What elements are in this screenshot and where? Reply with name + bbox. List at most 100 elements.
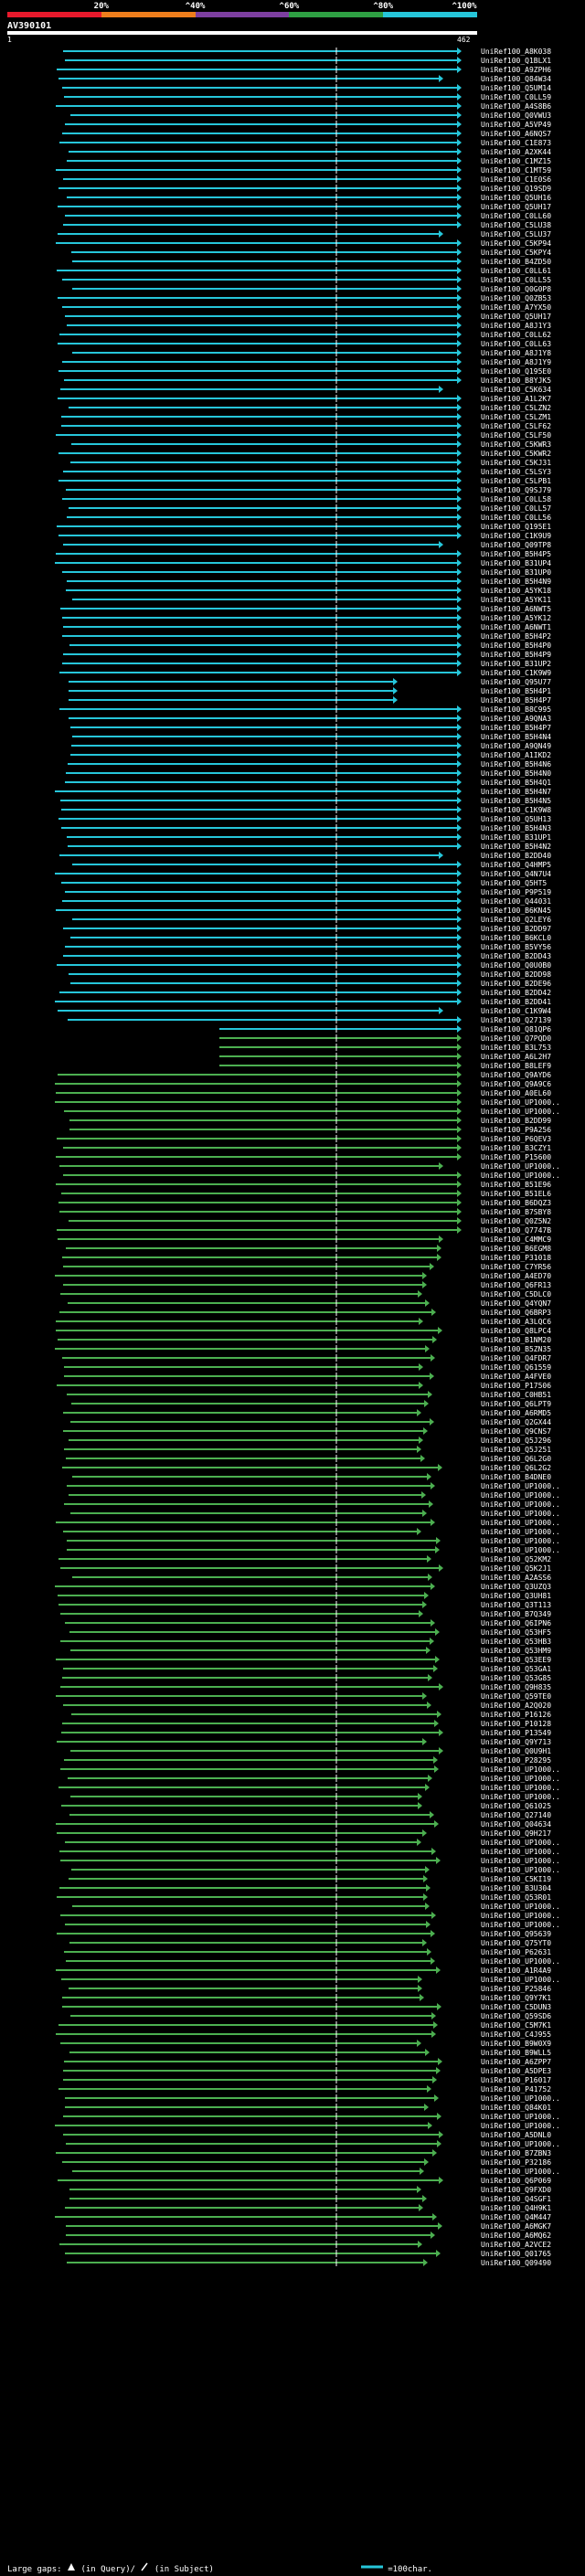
hit-label[interactable]: UniRef100_Q53HM9 xyxy=(481,1647,552,1655)
hit-label[interactable]: UniRef100_B3CZY1 xyxy=(481,1144,552,1152)
hit-label[interactable]: UniRef100_P9P519 xyxy=(481,888,552,896)
hit-label[interactable]: UniRef100_Q04634 xyxy=(481,1820,552,1829)
hit-label[interactable]: UniRef100_Q9FXD0 xyxy=(481,2186,552,2194)
hit-label[interactable]: UniRef100_A5DPE3 xyxy=(481,2067,552,2075)
hit-label[interactable]: UniRef100_UP1000.. xyxy=(481,1491,560,1500)
hit-label[interactable]: UniRef100_Q75YT0 xyxy=(481,1939,552,1947)
hit-label[interactable]: UniRef100_Q61025 xyxy=(481,1802,552,1810)
hit-label[interactable]: UniRef100_A6ZPP7 xyxy=(481,2058,552,2066)
hit-label[interactable]: UniRef100_C5DLC0 xyxy=(481,1290,552,1299)
hit-label[interactable]: UniRef100_Q9H835 xyxy=(481,1683,552,1691)
hit-label[interactable]: UniRef100_A2VCE2 xyxy=(481,2241,552,2249)
hit-label[interactable]: UniRef100_B2DE96 xyxy=(481,980,552,988)
hit-label[interactable]: UniRef100_UP1000.. xyxy=(481,1857,560,1865)
hit-label[interactable]: UniRef100_Q53GA1 xyxy=(481,1665,552,1673)
hit-label[interactable]: UniRef100_UP1000.. xyxy=(481,1500,560,1509)
hit-label[interactable]: UniRef100_UP1000.. xyxy=(481,1848,560,1856)
hit-label[interactable]: UniRef100_C5LZM1 xyxy=(481,413,552,421)
hit-label[interactable]: UniRef100_UP1000.. xyxy=(481,1957,560,1966)
hit-label[interactable]: UniRef100_A3LQC6 xyxy=(481,1318,552,1326)
hit-label[interactable]: UniRef100_Q0VWU3 xyxy=(481,111,552,120)
hit-label[interactable]: UniRef100_B5H4N9 xyxy=(481,578,552,586)
hit-label[interactable]: UniRef100_P16126 xyxy=(481,1711,552,1719)
hit-label[interactable]: UniRef100_A1R4A9 xyxy=(481,1966,552,1975)
hit-label[interactable]: UniRef100_Q9A9C6 xyxy=(481,1080,552,1088)
hit-label[interactable]: UniRef100_Q6IPN6 xyxy=(481,1619,552,1627)
hit-label[interactable]: UniRef100_Q5HT5 xyxy=(481,879,548,887)
hit-label[interactable]: UniRef100_Q6P069 xyxy=(481,2177,552,2185)
hit-label[interactable]: UniRef100_A6MGK7 xyxy=(481,2222,552,2231)
hit-label[interactable]: UniRef100_Q5J296 xyxy=(481,1436,552,1445)
hit-label[interactable]: UniRef100_UP1000.. xyxy=(481,1162,560,1171)
hit-label[interactable]: UniRef100_UP1000.. xyxy=(481,1510,560,1518)
hit-label[interactable]: UniRef100_C5LSY3 xyxy=(481,468,552,476)
hit-label[interactable]: UniRef100_B2DD42 xyxy=(481,989,552,997)
hit-label[interactable]: UniRef100_Q53EE9 xyxy=(481,1656,552,1664)
hit-label[interactable]: UniRef100_UP1000.. xyxy=(481,2094,560,2103)
hit-label[interactable]: UniRef100_Q09TP8 xyxy=(481,541,552,549)
hit-label[interactable]: UniRef100_B31UP1 xyxy=(481,833,552,842)
hit-label[interactable]: UniRef100_B1NM20 xyxy=(481,1336,552,1344)
hit-label[interactable]: UniRef100_Q6BRP3 xyxy=(481,1309,552,1317)
hit-label[interactable]: UniRef100_B5H4P1 xyxy=(481,687,552,695)
hit-label[interactable]: UniRef100_UP1000.. xyxy=(481,1921,560,1929)
hit-label[interactable]: UniRef100_UP1000.. xyxy=(481,1866,560,1874)
hit-label[interactable]: UniRef100_A9ZPH6 xyxy=(481,66,552,74)
hit-label[interactable]: UniRef100_B5H4N6 xyxy=(481,760,552,769)
hit-label[interactable]: UniRef100_C0LL62 xyxy=(481,331,552,339)
hit-label[interactable]: UniRef100_Q6LPT9 xyxy=(481,1400,552,1408)
hit-label[interactable]: UniRef100_A1L2K7 xyxy=(481,395,552,403)
hit-label[interactable]: UniRef100_A8K038 xyxy=(481,48,552,56)
hit-label[interactable]: UniRef100_UP1000.. xyxy=(481,2113,560,2121)
hit-label[interactable]: UniRef100_P31018 xyxy=(481,1254,552,1262)
hit-label[interactable]: UniRef100_Q8LPC4 xyxy=(481,1327,552,1335)
hit-label[interactable]: UniRef100_UP1000.. xyxy=(481,2122,560,2130)
hit-label[interactable]: UniRef100_B8LEF9 xyxy=(481,1062,552,1070)
hit-label[interactable]: UniRef100_B5H4N7 xyxy=(481,788,552,796)
hit-label[interactable]: UniRef100_P10128 xyxy=(481,1720,552,1728)
hit-label[interactable]: UniRef100_B8YJK5 xyxy=(481,376,552,385)
hit-label[interactable]: UniRef100_C0LL59 xyxy=(481,93,552,101)
hit-label[interactable]: UniRef100_C1E0S6 xyxy=(481,175,552,184)
hit-label[interactable]: UniRef100_B5VY56 xyxy=(481,943,552,951)
hit-label[interactable]: UniRef100_B4DNE0 xyxy=(481,1473,552,1481)
hit-label[interactable]: UniRef100_B2DD41 xyxy=(481,998,552,1006)
hit-label[interactable]: UniRef100_A6RMD5 xyxy=(481,1409,552,1417)
hit-label[interactable]: UniRef100_Q09490 xyxy=(481,2259,552,2267)
hit-label[interactable]: UniRef100_UP1000.. xyxy=(481,1793,560,1801)
hit-label[interactable]: UniRef100_UP1000.. xyxy=(481,1528,560,1536)
hit-label[interactable]: UniRef100_Q95U77 xyxy=(481,678,552,686)
hit-label[interactable]: UniRef100_B5H4P7 xyxy=(481,696,552,705)
hit-label[interactable]: UniRef100_Q2LEY6 xyxy=(481,916,552,924)
hit-label[interactable]: UniRef100_A8J1Y3 xyxy=(481,322,552,330)
hit-label[interactable]: UniRef100_Q9SJ79 xyxy=(481,486,552,494)
hit-label[interactable]: UniRef100_Q01765 xyxy=(481,2250,552,2258)
hit-label[interactable]: UniRef100_B5H4N4 xyxy=(481,733,552,741)
hit-label[interactable]: UniRef100_B2DD98 xyxy=(481,970,552,979)
hit-label[interactable]: UniRef100_A5YK18 xyxy=(481,587,552,595)
hit-label[interactable]: UniRef100_A4FVE0 xyxy=(481,1373,552,1381)
hit-label[interactable]: UniRef100_B9W0X9 xyxy=(481,2040,552,2048)
hit-label[interactable]: UniRef100_Q9Y7K1 xyxy=(481,1994,552,2002)
hit-label[interactable]: UniRef100_Q19SD9 xyxy=(481,185,552,193)
hit-label[interactable]: UniRef100_C0LL58 xyxy=(481,495,552,504)
hit-label[interactable]: UniRef100_Q7PQD0 xyxy=(481,1034,552,1043)
hit-label[interactable]: UniRef100_Q6L2G0 xyxy=(481,1455,552,1463)
hit-label[interactable]: UniRef100_B3U304 xyxy=(481,1884,552,1892)
hit-label[interactable]: UniRef100_C0LL57 xyxy=(481,504,552,513)
hit-label[interactable]: UniRef100_Q0ZB53 xyxy=(481,294,552,302)
hit-label[interactable]: UniRef100_C5KJ31 xyxy=(481,459,552,467)
hit-label[interactable]: UniRef100_C0LL61 xyxy=(481,267,552,275)
hit-label[interactable]: UniRef100_B2DD43 xyxy=(481,952,552,960)
hit-label[interactable]: UniRef100_P13549 xyxy=(481,1729,552,1737)
hit-label[interactable]: UniRef100_Q5UM14 xyxy=(481,84,552,92)
hit-label[interactable]: UniRef100_B2DD40 xyxy=(481,852,552,860)
hit-label[interactable]: UniRef100_Q4SGF1 xyxy=(481,2195,552,2203)
hit-label[interactable]: UniRef100_UP1000.. xyxy=(481,2168,560,2176)
hit-label[interactable]: UniRef100_C1E873 xyxy=(481,139,552,147)
hit-label[interactable]: UniRef100_B5H4Q1 xyxy=(481,779,552,787)
hit-label[interactable]: UniRef100_C5DUN3 xyxy=(481,2003,552,2011)
hit-label[interactable]: UniRef100_P62631 xyxy=(481,1948,552,1956)
hit-label[interactable]: UniRef100_UP1000.. xyxy=(481,1171,560,1180)
hit-label[interactable]: UniRef100_Q27139 xyxy=(481,1016,552,1024)
